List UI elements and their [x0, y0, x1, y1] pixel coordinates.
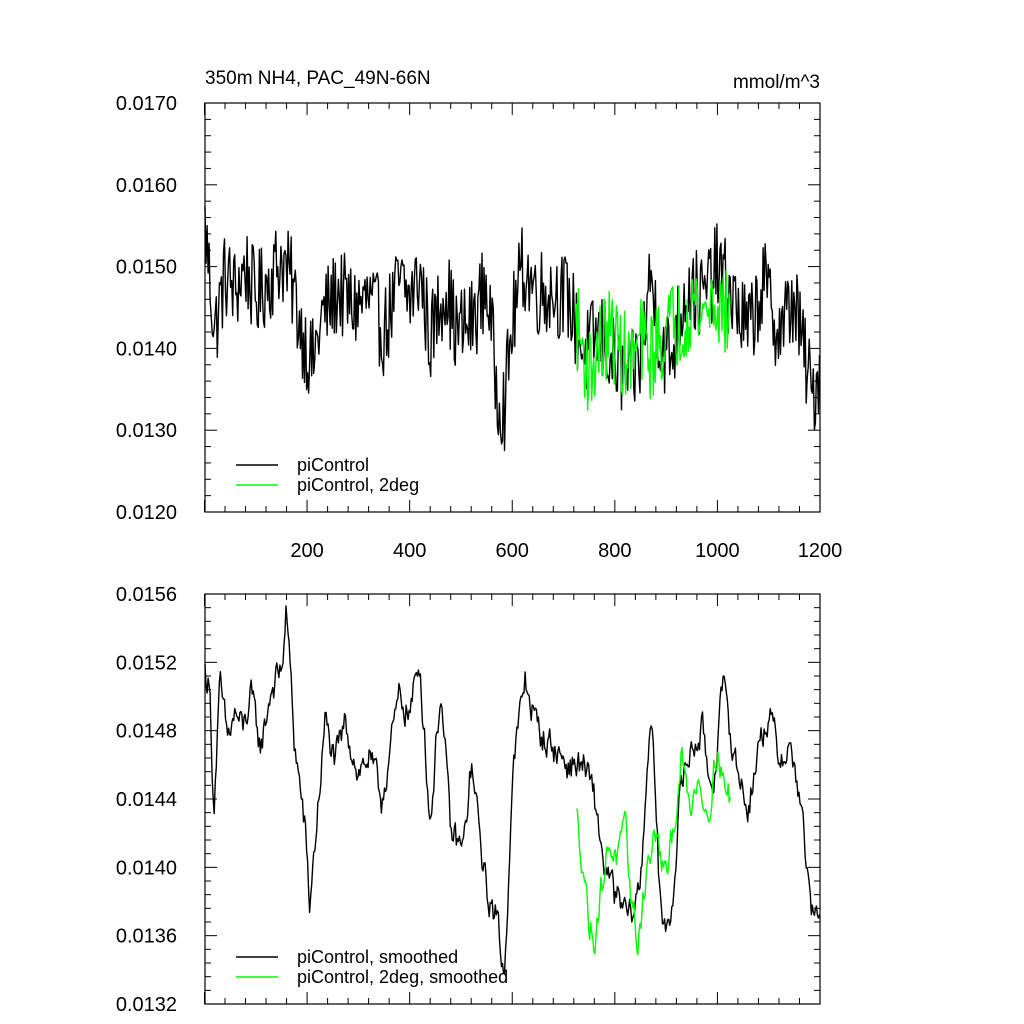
- series-line-picontrol-2deg: [575, 746, 731, 956]
- y-tick-label: 0.0140: [116, 338, 177, 360]
- y-tick-label: 0.0170: [116, 93, 177, 115]
- legend-label: piControl, smoothed: [297, 947, 458, 967]
- series-line-picontrol: [204, 206, 821, 452]
- x-tick-label: 1000: [695, 540, 740, 562]
- series-line-picontrol-2deg: [575, 269, 731, 411]
- bottom-panel: 0.0132 0.0136 0.0140 0.0144 0.0148 0.0152 0.01…: [116, 584, 821, 1016]
- y-tick-label: 0.0140: [116, 857, 177, 879]
- x-tick-label: 1200: [798, 540, 843, 562]
- y-tick-label: 0.0148: [116, 721, 177, 743]
- y-tick-label: 0.0152: [116, 652, 177, 674]
- plot-frame: [204, 593, 821, 1005]
- top-panel: 350m NH4, PAC_49N-66N mmol/m^3 0.0120 0.0…: [116, 68, 842, 562]
- y-tick-label: 0.0130: [116, 420, 177, 442]
- top-panel-units: mmol/m^3: [733, 72, 820, 93]
- x-tick-label: 600: [496, 540, 529, 562]
- top-panel-title: 350m NH4, PAC_49N-66N: [205, 68, 431, 89]
- x-tick-label: 800: [598, 540, 631, 562]
- y-tick-label: 0.0132: [116, 994, 177, 1016]
- x-tick-label: 200: [290, 540, 323, 562]
- x-tick-label: 400: [393, 540, 426, 562]
- y-tick-label: 0.0156: [116, 584, 177, 606]
- y-tick-label: 0.0144: [116, 789, 177, 811]
- y-tick-label: 0.0150: [116, 257, 177, 279]
- y-tick-label: 0.0120: [116, 502, 177, 524]
- legend-label: piControl, 2deg, smoothed: [297, 967, 508, 987]
- y-tick-label: 0.0136: [116, 926, 177, 948]
- y-tick-label: 0.0160: [116, 175, 177, 197]
- legend-label: piControl: [297, 455, 369, 475]
- legend-label: piControl, 2deg: [297, 475, 419, 495]
